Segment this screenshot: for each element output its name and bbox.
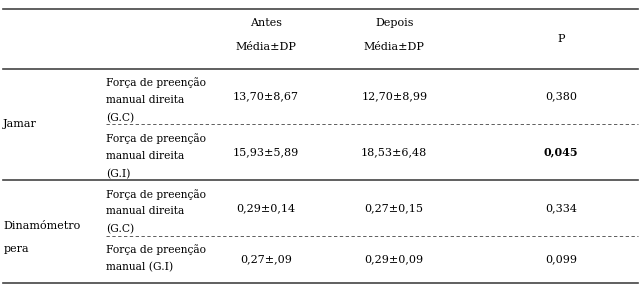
Text: Antes: Antes: [250, 18, 282, 28]
Text: manual direita: manual direita: [106, 206, 184, 217]
Text: 18,53±6,48: 18,53±6,48: [361, 147, 428, 157]
Text: Força de preenção: Força de preenção: [106, 77, 206, 88]
Text: 0,380: 0,380: [545, 92, 577, 102]
Text: 0,099: 0,099: [545, 255, 577, 265]
Text: manual direita: manual direita: [106, 95, 184, 105]
Text: Força de preenção: Força de preenção: [106, 245, 206, 255]
Text: Média±DP: Média±DP: [364, 42, 424, 52]
Text: 12,70±8,99: 12,70±8,99: [361, 92, 428, 102]
Text: 13,70±8,67: 13,70±8,67: [233, 92, 299, 102]
Text: Dinamómetro: Dinamómetro: [3, 221, 81, 231]
Text: (G.I): (G.I): [106, 168, 130, 179]
Text: (G.C): (G.C): [106, 224, 134, 235]
Text: pera: pera: [3, 244, 29, 254]
Text: 15,93±5,89: 15,93±5,89: [233, 147, 299, 157]
Text: (G.C): (G.C): [106, 113, 134, 123]
Text: 0,27±0,15: 0,27±0,15: [365, 203, 424, 213]
Text: Jamar: Jamar: [3, 120, 37, 129]
Text: Depois: Depois: [375, 18, 413, 28]
Text: Força de preenção: Força de preenção: [106, 189, 206, 200]
Text: 0,045: 0,045: [544, 147, 578, 158]
Text: 0,334: 0,334: [545, 203, 577, 213]
Text: Força de preenção: Força de preenção: [106, 133, 206, 144]
Text: Média±DP: Média±DP: [236, 42, 296, 52]
Text: 0,27±,09: 0,27±,09: [240, 255, 292, 265]
Text: manual direita: manual direita: [106, 151, 184, 161]
Text: 0,29±0,09: 0,29±0,09: [365, 255, 424, 265]
Text: manual (G.I): manual (G.I): [106, 262, 173, 273]
Text: 0,29±0,14: 0,29±0,14: [237, 203, 296, 213]
Text: P: P: [557, 34, 565, 43]
